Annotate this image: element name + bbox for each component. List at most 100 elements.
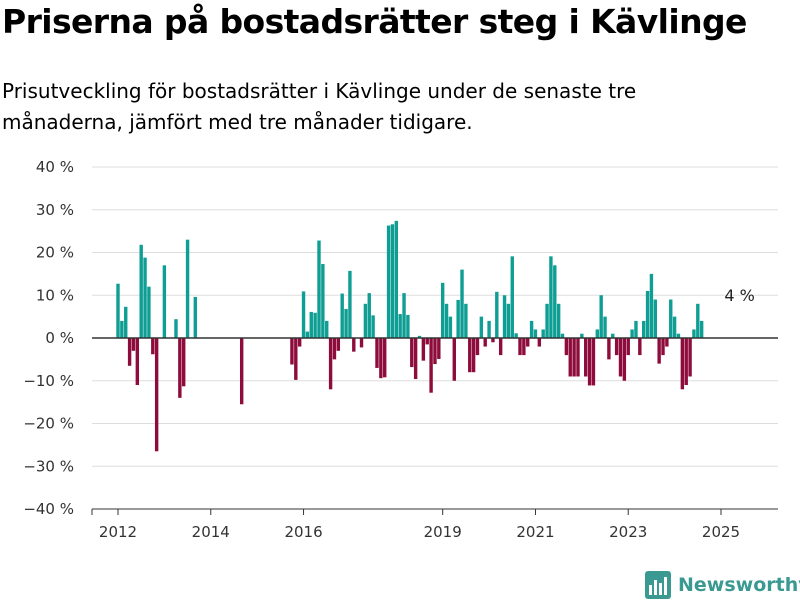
bar — [653, 299, 657, 338]
bar — [572, 338, 576, 377]
y-tick-label: 0 % — [45, 329, 74, 347]
bar — [124, 306, 128, 338]
bar — [239, 338, 244, 405]
bar — [553, 265, 557, 338]
bar — [151, 338, 155, 355]
y-tick-label: 40 % — [36, 158, 74, 176]
bar — [510, 256, 514, 338]
x-tick-label: 2025 — [702, 523, 740, 541]
bar — [290, 338, 294, 365]
bar — [665, 338, 669, 347]
bar — [371, 315, 375, 338]
bar — [468, 338, 472, 373]
bar — [301, 291, 306, 338]
bar — [603, 316, 607, 339]
bar — [614, 338, 619, 356]
bar — [684, 338, 688, 386]
bar — [630, 329, 634, 338]
bar — [541, 329, 545, 338]
bar — [460, 269, 464, 338]
bar — [344, 308, 348, 338]
x-tick-label: 2023 — [609, 523, 647, 541]
bar — [688, 338, 692, 377]
bar — [576, 338, 580, 377]
bar — [174, 319, 178, 338]
bar — [680, 338, 685, 390]
bar — [487, 320, 491, 338]
axes — [91, 337, 778, 515]
bar — [336, 338, 341, 351]
bar — [641, 320, 646, 338]
chart-subtitle: Prisutveckling för bostadsrätter i Kävli… — [2, 79, 637, 134]
brand-name: Newsworthy — [678, 574, 800, 596]
bar — [495, 291, 499, 338]
bar — [120, 320, 124, 338]
bar — [483, 338, 487, 347]
y-tick-label: 10 % — [36, 286, 74, 304]
bar — [456, 299, 460, 338]
bar — [143, 257, 147, 338]
bar — [348, 270, 352, 338]
bar — [549, 256, 553, 338]
x-tick-label: 2012 — [99, 523, 137, 541]
bar — [626, 338, 630, 356]
bar — [162, 265, 167, 338]
bar — [386, 225, 391, 338]
bar — [328, 338, 333, 390]
bar — [413, 338, 418, 380]
bar — [638, 338, 642, 356]
x-tick-label: 2021 — [516, 523, 554, 541]
bar — [127, 338, 132, 366]
bar — [560, 333, 565, 338]
bar — [676, 333, 681, 338]
bar — [359, 338, 364, 348]
bar — [491, 338, 495, 343]
bar — [154, 338, 159, 452]
bar — [440, 282, 445, 338]
bar — [533, 329, 538, 338]
bar — [321, 264, 325, 338]
bar — [429, 338, 433, 393]
bar-chart-logo-icon — [645, 571, 671, 599]
bar — [634, 320, 638, 338]
bar — [529, 320, 534, 338]
bar — [437, 338, 441, 359]
bar — [332, 338, 337, 360]
chart-title: Priserna på bostadsrätter steg i Kävling… — [2, 2, 747, 41]
bars — [116, 220, 704, 452]
bar — [309, 311, 313, 338]
bar — [135, 338, 140, 386]
bar — [607, 338, 611, 360]
bar — [410, 338, 414, 368]
bar — [433, 338, 437, 365]
last-value-annotation: 4 % — [724, 286, 754, 305]
bar — [622, 338, 627, 381]
bar — [661, 338, 665, 356]
bar — [699, 320, 704, 338]
bar — [475, 338, 480, 356]
bar — [545, 303, 549, 338]
x-tick-label: 2016 — [284, 523, 322, 541]
bar — [340, 293, 344, 338]
y-tick-label: −20 % — [23, 415, 74, 433]
bar — [611, 333, 615, 338]
bar — [352, 338, 356, 352]
bar — [398, 314, 402, 338]
bar — [584, 338, 588, 377]
bar — [599, 295, 603, 338]
labels: 40 % 30 % 20 % 10 % 0 % −10 % −20 % −30 % −40 % 2… — [23, 158, 754, 541]
bar — [185, 239, 190, 338]
bar — [564, 338, 569, 356]
bar — [402, 293, 406, 338]
y-tick-label: 30 % — [36, 201, 74, 219]
bar — [417, 335, 422, 338]
bar — [421, 338, 426, 361]
bar — [471, 338, 476, 373]
bar — [514, 333, 518, 338]
bar — [657, 338, 661, 364]
bar — [139, 244, 143, 338]
bar — [587, 338, 592, 386]
bar — [147, 286, 151, 338]
bar — [325, 320, 329, 338]
